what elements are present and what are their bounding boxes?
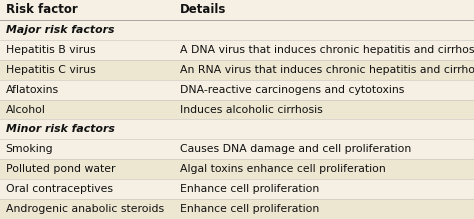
Bar [0, 80, 474, 100]
Text: An RNA virus that induces chronic hepatitis and cirrhosis: An RNA virus that induces chronic hepati… [180, 65, 474, 75]
Text: Major risk factors: Major risk factors [6, 25, 114, 35]
Text: Androgenic anabolic steroids: Androgenic anabolic steroids [6, 204, 164, 214]
Bar [0, 199, 474, 219]
Bar [0, 60, 474, 80]
Bar [0, 119, 474, 139]
Text: Enhance cell proliferation: Enhance cell proliferation [180, 204, 319, 214]
Bar [0, 40, 474, 60]
Text: Oral contraceptives: Oral contraceptives [6, 184, 113, 194]
Text: Algal toxins enhance cell proliferation: Algal toxins enhance cell proliferation [180, 164, 386, 174]
Text: Risk factor: Risk factor [6, 4, 77, 16]
Text: Smoking: Smoking [6, 144, 53, 154]
Text: DNA-reactive carcinogens and cytotoxins: DNA-reactive carcinogens and cytotoxins [180, 85, 404, 95]
Bar [0, 100, 474, 119]
Text: Polluted pond water: Polluted pond water [6, 164, 115, 174]
Text: Hepatitis B virus: Hepatitis B virus [6, 45, 95, 55]
Text: Induces alcoholic cirrhosis: Induces alcoholic cirrhosis [180, 104, 323, 115]
Text: Minor risk factors: Minor risk factors [6, 124, 115, 134]
Bar [0, 179, 474, 199]
Text: Causes DNA damage and cell proliferation: Causes DNA damage and cell proliferation [180, 144, 411, 154]
Bar [0, 159, 474, 179]
Text: Enhance cell proliferation: Enhance cell proliferation [180, 184, 319, 194]
Bar [0, 20, 474, 40]
Text: Details: Details [180, 4, 227, 16]
Text: Hepatitis C virus: Hepatitis C virus [6, 65, 95, 75]
Bar [0, 0, 474, 20]
Bar [0, 139, 474, 159]
Text: Aflatoxins: Aflatoxins [6, 85, 59, 95]
Text: A DNA virus that induces chronic hepatitis and cirrhosis: A DNA virus that induces chronic hepatit… [180, 45, 474, 55]
Text: Alcohol: Alcohol [6, 104, 46, 115]
